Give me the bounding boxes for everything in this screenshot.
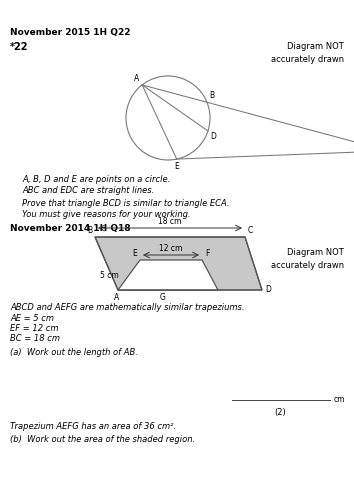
Text: (a)  Work out the length of AB.: (a) Work out the length of AB. [10,348,138,357]
Text: D: D [265,286,271,294]
Text: ABCD and AEFG are mathematically similar trapeziums.: ABCD and AEFG are mathematically similar… [10,303,245,312]
Text: Prove that triangle BCD is similar to triangle ECA.: Prove that triangle BCD is similar to tr… [22,199,229,208]
Text: 12 cm: 12 cm [159,244,183,253]
Text: C: C [248,226,253,235]
Text: Diagram NOT
accurately drawn: Diagram NOT accurately drawn [271,248,344,270]
Text: 18 cm: 18 cm [158,217,182,226]
Text: *22: *22 [10,42,29,52]
Text: F: F [205,249,209,258]
Text: EF = 12 cm: EF = 12 cm [10,324,58,333]
Text: A, B, D and E are points on a circle.: A, B, D and E are points on a circle. [22,175,170,184]
Text: (2): (2) [274,408,286,417]
Text: 5 cm: 5 cm [100,270,119,280]
Text: (b)  Work out the area of the shaded region.: (b) Work out the area of the shaded regi… [10,435,195,444]
Polygon shape [118,260,218,290]
Text: Diagram NOT
accurately drawn: Diagram NOT accurately drawn [271,42,344,64]
Text: Trapezium AEFG has an area of 36 cm².: Trapezium AEFG has an area of 36 cm². [10,422,176,431]
Text: G: G [160,293,166,302]
Text: B: B [87,226,92,235]
Text: ABC and EDC are straight lines.: ABC and EDC are straight lines. [22,186,154,195]
Text: A: A [134,74,139,83]
Text: E: E [132,249,137,258]
Text: D: D [210,132,216,141]
Polygon shape [95,237,262,290]
Text: cm: cm [334,396,346,404]
Text: B: B [209,92,214,100]
Text: November 2015 1H Q22: November 2015 1H Q22 [10,28,131,37]
Text: AE = 5 cm: AE = 5 cm [10,314,54,323]
Text: November 2014 1H Q18: November 2014 1H Q18 [10,224,131,233]
Text: BC = 18 cm: BC = 18 cm [10,334,60,343]
Text: You must give reasons for your working.: You must give reasons for your working. [22,210,190,219]
Text: A: A [114,293,120,302]
Text: E: E [175,162,179,171]
